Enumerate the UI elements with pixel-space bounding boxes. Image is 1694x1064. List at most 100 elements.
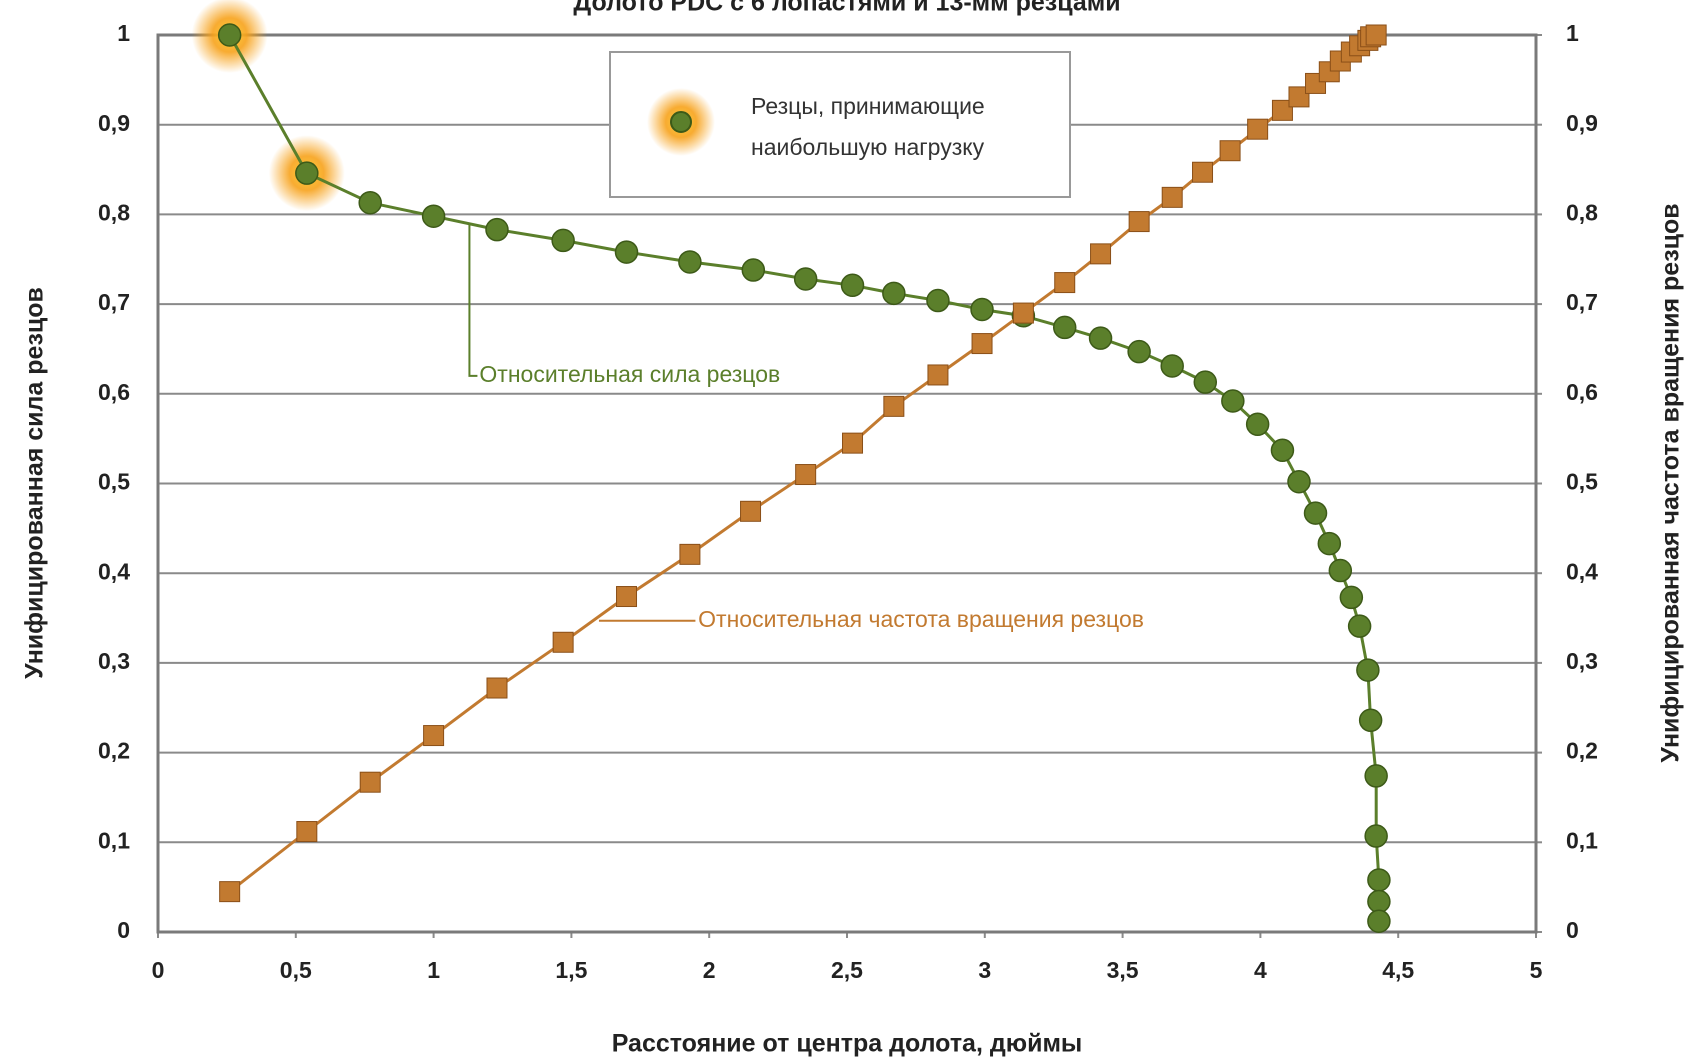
data-point xyxy=(926,288,950,313)
data-point xyxy=(1367,909,1391,933)
x-tick-label: 5 xyxy=(1530,957,1543,983)
data-point xyxy=(927,364,949,386)
data-point xyxy=(1192,161,1214,183)
data-point xyxy=(1339,585,1364,610)
y2-tick-label: 0,9 xyxy=(1566,110,1598,136)
data-point xyxy=(1090,243,1112,265)
data-point xyxy=(1193,370,1218,394)
x-tick-label: 4,5 xyxy=(1382,957,1414,983)
series-label: Относительная сила резцов xyxy=(479,361,780,387)
y2-tick-label: 0,1 xyxy=(1566,827,1598,853)
x-tick-label: 3,5 xyxy=(1107,957,1139,983)
data-point xyxy=(614,240,639,264)
data-point xyxy=(616,586,638,608)
y2-tick-label: 0,7 xyxy=(1566,289,1598,315)
y2-tick-label: 0,6 xyxy=(1566,379,1598,405)
data-point xyxy=(1356,658,1380,682)
y-tick-label: 0,7 xyxy=(98,289,130,315)
data-point xyxy=(1367,889,1391,914)
data-point xyxy=(1303,501,1328,525)
y-tick-label: 0 xyxy=(117,917,130,943)
x-tick-label: 0 xyxy=(152,957,165,983)
y2-tick-label: 0,4 xyxy=(1566,558,1598,584)
legend: Резцы, принимающие наибольшую нагрузку xyxy=(609,51,1071,198)
data-point xyxy=(970,297,994,322)
x-tick-label: 1,5 xyxy=(555,957,587,983)
series xyxy=(219,24,1387,903)
data-point xyxy=(842,432,864,454)
data-point xyxy=(359,771,381,793)
data-point xyxy=(1288,86,1310,108)
data-point xyxy=(678,250,702,274)
data-point xyxy=(358,190,382,215)
data-point xyxy=(296,821,318,843)
x-axis-title: Расстояние от центра долота, дюймы xyxy=(612,1030,1083,1058)
y2-tick-label: 0,8 xyxy=(1566,199,1598,225)
legend-marker xyxy=(670,111,692,133)
data-point xyxy=(1160,354,1184,378)
y2-tick-label: 0 xyxy=(1566,917,1579,943)
y-tick-label: 0,1 xyxy=(98,827,130,853)
y-tick-label: 0,6 xyxy=(98,379,130,405)
y2-tick-label: 0,2 xyxy=(1566,738,1598,764)
data-point xyxy=(883,395,905,417)
data-point xyxy=(793,267,818,291)
data-point xyxy=(1317,531,1342,556)
y-tick-label: 0,4 xyxy=(98,558,130,584)
data-point xyxy=(1328,558,1353,583)
y-tick-label: 0,5 xyxy=(98,469,130,495)
data-point xyxy=(1054,272,1076,294)
data-point xyxy=(882,281,906,306)
y-tick-label: 0,3 xyxy=(98,648,130,674)
annotation-leader xyxy=(468,223,478,377)
data-point xyxy=(1358,708,1383,733)
data-point xyxy=(1270,438,1295,463)
y2-axis-title: Унифицированная частота вращения резцов xyxy=(1657,203,1685,762)
data-point xyxy=(1161,186,1183,208)
data-point xyxy=(1287,469,1311,494)
y2-tick-label: 1 xyxy=(1566,20,1579,46)
plot-frame xyxy=(156,33,1538,934)
legend-label: Резцы, принимающие xyxy=(751,93,985,119)
data-point xyxy=(486,677,508,699)
data-point xyxy=(1365,24,1387,46)
x-tick-label: 0,5 xyxy=(280,957,312,983)
data-point xyxy=(217,23,242,47)
series xyxy=(191,0,1391,933)
data-point xyxy=(1271,99,1293,121)
y-axis-title: Унифицированная сила резцов xyxy=(21,287,49,679)
x-tick-label: 2 xyxy=(703,957,716,983)
data-point xyxy=(1245,412,1270,437)
chart-title: Долото PDC с 6 лопастями и 13-мм резцами xyxy=(573,0,1120,17)
y-tick-label: 0,8 xyxy=(98,199,130,225)
x-tick-label: 3 xyxy=(978,957,991,983)
y-tick-label: 0,9 xyxy=(98,110,130,136)
x-tick-label: 2,5 xyxy=(831,957,863,983)
legend-label: наибольшую нагрузку xyxy=(751,134,985,160)
x-tick-label: 1 xyxy=(427,957,440,983)
y2-tick-label: 0,3 xyxy=(1566,648,1598,674)
data-point xyxy=(295,161,319,185)
data-point xyxy=(795,464,817,486)
data-point xyxy=(1012,302,1034,324)
data-point xyxy=(219,881,241,903)
data-point xyxy=(840,273,865,298)
data-point xyxy=(421,204,446,228)
series-label: Относительная частота вращения резцов xyxy=(698,606,1144,632)
data-point xyxy=(485,217,509,242)
data-point xyxy=(1364,824,1388,848)
data-point xyxy=(1127,339,1151,364)
data-point xyxy=(1247,118,1269,140)
data-point xyxy=(971,333,993,355)
data-point xyxy=(1367,868,1391,892)
data-point xyxy=(1052,315,1077,340)
data-point xyxy=(740,500,762,522)
data-point xyxy=(679,543,701,565)
data-point xyxy=(1221,389,1245,413)
data-point xyxy=(741,258,766,282)
y-tick-label: 1 xyxy=(117,20,130,46)
data-point xyxy=(1088,326,1113,350)
data-point xyxy=(1347,614,1372,638)
x-tick-label: 4 xyxy=(1254,957,1267,983)
